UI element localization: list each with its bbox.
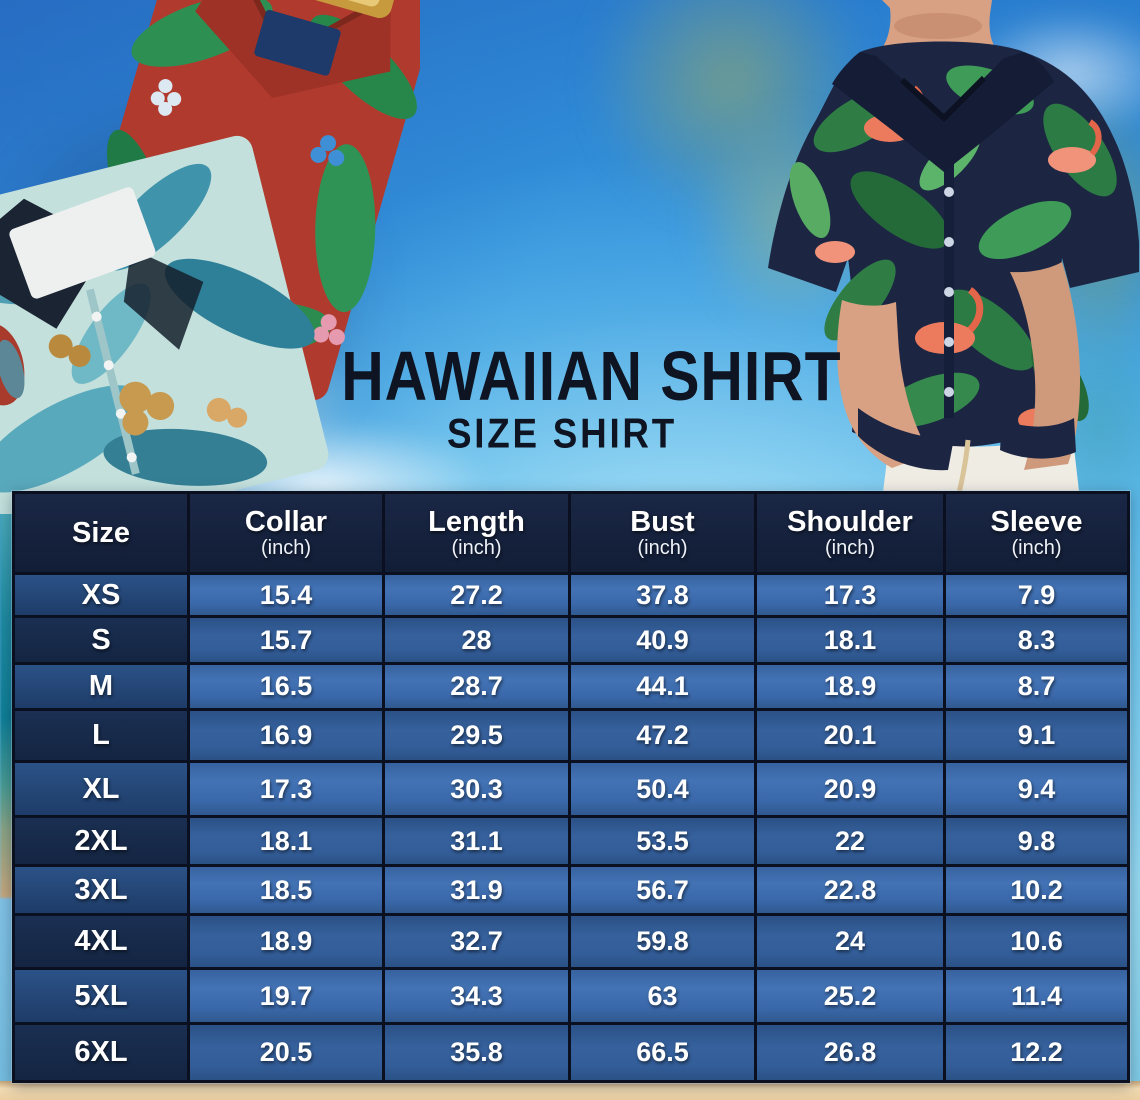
table-row-m: M 16.5 28.7 44.1 18.9 8.7: [15, 665, 1127, 708]
table-row-6xl: 6XL 20.5 35.8 66.5 26.8 12.2: [15, 1025, 1127, 1080]
size-cell: 5XL: [15, 970, 187, 1022]
sleeve-cell: 9.8: [946, 818, 1127, 864]
collar-cell: 18.9: [190, 916, 382, 967]
sleeve-cell: 10.6: [946, 916, 1127, 967]
collar-cell: 17.3: [190, 763, 382, 815]
collar-cell: 18.1: [190, 818, 382, 864]
table-row-s: S 15.7 28 40.9 18.1 8.3: [15, 618, 1127, 662]
column-header-size: Size: [15, 494, 187, 572]
size-cell: 6XL: [15, 1025, 187, 1080]
bust-cell: 53.5: [571, 818, 754, 864]
size-cell: 3XL: [15, 867, 187, 913]
sleeve-cell: 12.2: [946, 1025, 1127, 1080]
length-cell: 32.7: [385, 916, 568, 967]
folded-shirts-photo: [0, 0, 420, 514]
bust-cell: 56.7: [571, 867, 754, 913]
bust-cell: 63: [571, 970, 754, 1022]
size-cell: XS: [15, 575, 187, 615]
shoulder-cell: 20.9: [757, 763, 943, 815]
collar-cell: 16.9: [190, 711, 382, 760]
model-wearing-shirt-photo: [768, 0, 1139, 500]
column-header-sleeve: Sleeve (inch): [946, 494, 1127, 572]
page-title: HAWAIIAN SHIRT: [341, 337, 842, 415]
sleeve-cell: 7.9: [946, 575, 1127, 615]
size-cell: S: [15, 618, 187, 662]
sleeve-cell: 11.4: [946, 970, 1127, 1022]
teal-hawaiian-shirt: [0, 135, 329, 514]
sleeve-cell: 9.1: [946, 711, 1127, 760]
shoulder-cell: 24: [757, 916, 943, 967]
sleeve-cell: 8.7: [946, 665, 1127, 708]
collar-cell: 15.4: [190, 575, 382, 615]
column-header-length: Length (inch): [385, 494, 568, 572]
sleeve-cell: 8.3: [946, 618, 1127, 662]
shoulder-cell: 17.3: [757, 575, 943, 615]
model-figure: [768, 0, 1139, 500]
size-cell: XL: [15, 763, 187, 815]
table-row-l: L 16.9 29.5 47.2 20.1 9.1: [15, 711, 1127, 760]
table-row-xl: XL 17.3 30.3 50.4 20.9 9.4: [15, 763, 1127, 815]
shoulder-cell: 26.8: [757, 1025, 943, 1080]
shoulder-cell: 25.2: [757, 970, 943, 1022]
collar-cell: 15.7: [190, 618, 382, 662]
collar-cell: 16.5: [190, 665, 382, 708]
shoulder-cell: 18.1: [757, 618, 943, 662]
bust-cell: 37.8: [571, 575, 754, 615]
bust-cell: 66.5: [571, 1025, 754, 1080]
page-subtitle: SIZE SHIRT: [446, 410, 678, 458]
column-header-shoulder: Shoulder (inch): [757, 494, 943, 572]
shoulder-cell: 22: [757, 818, 943, 864]
table-row-2xl: 2XL 18.1 31.1 53.5 22 9.8: [15, 818, 1127, 864]
sleeve-cell: 10.2: [946, 867, 1127, 913]
title-block: HAWAIIAN SHIRT SIZE SHIRT: [322, 337, 842, 458]
column-header-collar: Collar (inch): [190, 494, 382, 572]
sleeve-cell: 9.4: [946, 763, 1127, 815]
length-cell: 34.3: [385, 970, 568, 1022]
bust-cell: 47.2: [571, 711, 754, 760]
shoulder-cell: 22.8: [757, 867, 943, 913]
shoulder-cell: 18.9: [757, 665, 943, 708]
collar-cell: 18.5: [190, 867, 382, 913]
length-cell: 30.3: [385, 763, 568, 815]
table-row-3xl: 3XL 18.5 31.9 56.7 22.8 10.2: [15, 867, 1127, 913]
bust-cell: 44.1: [571, 665, 754, 708]
bust-cell: 59.8: [571, 916, 754, 967]
length-cell: 31.9: [385, 867, 568, 913]
bust-cell: 40.9: [571, 618, 754, 662]
size-cell: L: [15, 711, 187, 760]
table-row-4xl: 4XL 18.9 32.7 59.8 24 10.6: [15, 916, 1127, 967]
size-cell: M: [15, 665, 187, 708]
sand-strip: [0, 1081, 1140, 1100]
table-header-row: Size Collar (inch) Length (inch) Bust (i…: [15, 494, 1127, 572]
length-cell: 28.7: [385, 665, 568, 708]
collar-cell: 19.7: [190, 970, 382, 1022]
bust-cell: 50.4: [571, 763, 754, 815]
length-cell: 31.1: [385, 818, 568, 864]
size-table: Size Collar (inch) Length (inch) Bust (i…: [12, 491, 1130, 1083]
length-cell: 29.5: [385, 711, 568, 760]
size-cell: 4XL: [15, 916, 187, 967]
collar-cell: 20.5: [190, 1025, 382, 1080]
length-cell: 35.8: [385, 1025, 568, 1080]
table-row-xs: XS 15.4 27.2 37.8 17.3 7.9: [15, 575, 1127, 615]
column-header-bust: Bust (inch): [571, 494, 754, 572]
shoulder-cell: 20.1: [757, 711, 943, 760]
size-cell: 2XL: [15, 818, 187, 864]
table-row-5xl: 5XL 19.7 34.3 63 25.2 11.4: [15, 970, 1127, 1022]
length-cell: 27.2: [385, 575, 568, 615]
length-cell: 28: [385, 618, 568, 662]
